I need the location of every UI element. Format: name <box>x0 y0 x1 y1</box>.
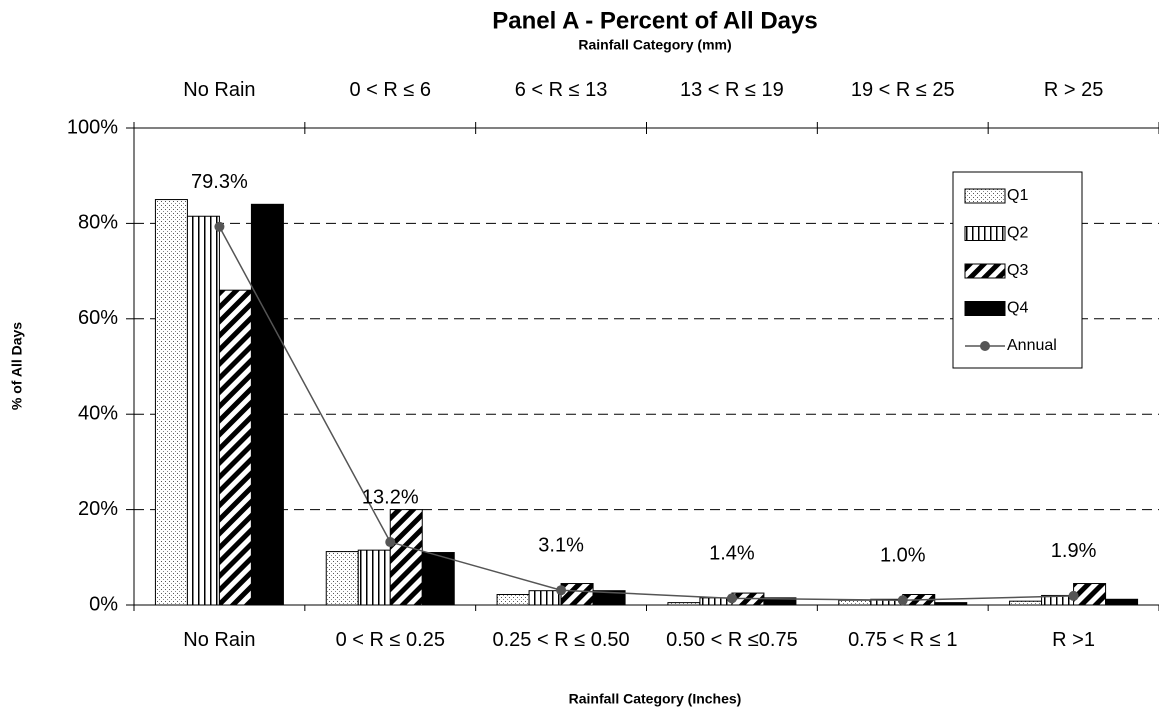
bar <box>763 597 797 606</box>
data-label: 1.0% <box>880 545 926 567</box>
y-tick-label: 40% <box>78 402 118 424</box>
top-tick-label: 19 < R ≤ 25 <box>850 79 955 101</box>
top-tick-label: 6 < R ≤ 13 <box>514 79 608 101</box>
bar <box>838 599 872 606</box>
top-tick-label: No Rain <box>183 79 256 101</box>
line-marker <box>1068 590 1079 601</box>
data-label: 3.1% <box>538 534 584 556</box>
data-label: 1.4% <box>709 543 755 565</box>
y-tick-label: 0% <box>89 593 118 615</box>
data-label: 79.3% <box>191 171 248 193</box>
bar <box>1105 598 1139 606</box>
bar <box>592 590 626 606</box>
legend-label: Q2 <box>1007 225 1028 242</box>
bar <box>218 289 252 606</box>
bar <box>325 551 359 606</box>
x-tick-label: 0.25 < R ≤ 0.50 <box>492 629 630 651</box>
x-tick-label: No Rain <box>183 629 256 651</box>
y-tick-label: 80% <box>78 212 118 234</box>
y-tick-label: 100% <box>67 116 118 138</box>
bar <box>667 602 701 606</box>
line-marker <box>897 595 908 606</box>
legend-marker <box>980 341 990 351</box>
legend-swatch <box>964 226 1006 241</box>
bar <box>934 602 968 606</box>
data-label: 1.9% <box>1051 540 1097 562</box>
legend-swatch <box>964 301 1006 316</box>
legend-label: Q3 <box>1007 262 1028 279</box>
line-marker <box>556 585 567 596</box>
bar <box>496 594 530 606</box>
line <box>218 226 1074 601</box>
bar <box>357 549 391 606</box>
x-tick-label: 0.50 < R ≤0.75 <box>666 629 798 651</box>
legend-swatch <box>964 263 1006 279</box>
bar <box>421 552 455 606</box>
y-axis-label: % of All Days <box>9 322 25 410</box>
bar <box>154 199 188 606</box>
x-axis-label: Rainfall Category (Inches) <box>569 691 742 707</box>
y-tick-label: 60% <box>78 307 118 329</box>
bar <box>528 590 562 606</box>
data-label: 13.2% <box>362 486 419 508</box>
line-marker <box>385 537 396 548</box>
bar <box>250 203 284 606</box>
top-tick-label: 13 < R ≤ 19 <box>679 79 784 101</box>
bar <box>1073 583 1107 606</box>
chart-subtitle: Rainfall Category (mm) <box>578 37 731 53</box>
y-tick-label: 20% <box>78 498 118 520</box>
legend-swatch <box>964 188 1006 204</box>
line-marker <box>214 221 225 232</box>
legend: Q1 Q2 Q3 Q4 Annual <box>952 171 1083 369</box>
bar <box>389 509 423 606</box>
bar <box>560 583 594 606</box>
legend-label: Q1 <box>1007 187 1028 204</box>
top-tick-label: R > 25 <box>1043 79 1104 101</box>
x-tick-label: 0 < R ≤ 0.25 <box>335 629 445 651</box>
top-tick-label: 0 < R ≤ 6 <box>349 79 432 101</box>
x-tick-label: R >1 <box>1052 629 1095 651</box>
bar <box>186 215 220 606</box>
x-tick-label: 0.75 < R ≤ 1 <box>848 629 958 651</box>
line-marker <box>726 593 737 604</box>
legend-label: Annual <box>1007 337 1057 354</box>
bar <box>1009 600 1043 606</box>
chart-title: Panel A - Percent of All Days <box>492 7 817 34</box>
legend-label: Q4 <box>1007 300 1028 317</box>
